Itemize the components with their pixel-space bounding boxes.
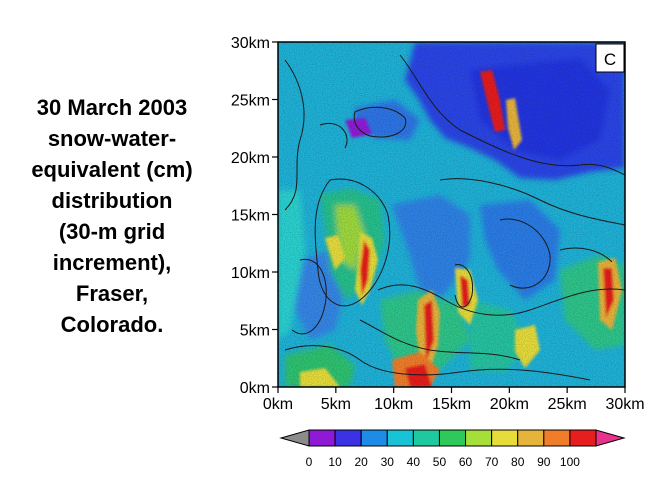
- x-tick-label: 25km: [548, 396, 587, 413]
- x-tick-label: 30km: [605, 396, 644, 413]
- y-tick-label: 25km: [231, 93, 270, 110]
- y-tick-label: 20km: [231, 150, 270, 167]
- colorbar-swatch: [438, 429, 467, 447]
- colorbar-below-arrow: [279, 429, 310, 447]
- colorbar-swatch: [412, 429, 440, 447]
- colorbar-swatch: [360, 429, 388, 447]
- y-axis: 0km 5km 10km 15km 20km 25km 30km: [231, 35, 278, 397]
- colorbar-label: 0: [306, 455, 313, 469]
- caption-line: Fraser,: [75, 281, 149, 306]
- y-tick-label: 30km: [231, 35, 270, 52]
- colorbar-swatch: [465, 429, 493, 447]
- colorbar-label: 70: [485, 455, 499, 469]
- x-tick-label: 10km: [374, 396, 413, 413]
- caption-line: Colorado.: [60, 312, 164, 337]
- x-tick-label: 20km: [490, 396, 529, 413]
- caption-line: (30-m grid: [58, 219, 166, 244]
- y-tick-label: 5km: [240, 323, 270, 340]
- colorbar-label: 60: [459, 455, 473, 469]
- caption-line: distribution: [51, 188, 173, 213]
- caption-line: snow-water-: [47, 126, 177, 151]
- x-tick-label: 15km: [432, 396, 471, 413]
- colorbar-swatch: [334, 429, 362, 447]
- colorbar-swatch: [386, 429, 414, 447]
- colorbar-label: 20: [355, 455, 369, 469]
- colorbar-label: 100: [560, 455, 580, 469]
- x-axis: 0km 5km 10km 15km 20km 25km 30km: [263, 387, 645, 413]
- colorbar-label: 30: [381, 455, 395, 469]
- x-tick-label: 5km: [321, 396, 351, 413]
- colorbar: 0 10 20 30 40 50 60 70 80 90 100: [279, 429, 626, 469]
- colorbar-swatch: [308, 429, 336, 447]
- colorbar-swatch: [569, 429, 597, 447]
- caption-line: 30 March 2003: [36, 95, 188, 120]
- snow-water-equivalent-map: [278, 42, 625, 387]
- colorbar-above-arrow: [595, 429, 626, 447]
- y-tick-label: 10km: [231, 265, 270, 282]
- panel-label: C: [604, 50, 616, 69]
- colorbar-label: 90: [537, 455, 551, 469]
- x-tick-label: 0km: [263, 396, 293, 413]
- figure-caption: 30 March 2003 snow-water- equivalent (cm…: [6, 92, 218, 340]
- colorbar-label: 80: [511, 455, 525, 469]
- colorbar-swatch: [517, 429, 545, 447]
- colorbar-label: 50: [433, 455, 447, 469]
- y-tick-label: 15km: [231, 208, 270, 225]
- panel-label-box: C: [595, 43, 625, 73]
- colorbar-swatch: [491, 429, 519, 447]
- caption-line: increment),: [52, 250, 172, 275]
- colorbar-swatch: [543, 429, 571, 447]
- colorbar-label: 10: [328, 455, 342, 469]
- caption-line: equivalent (cm): [31, 157, 193, 182]
- y-tick-label: 0km: [240, 380, 270, 397]
- colorbar-label: 40: [407, 455, 421, 469]
